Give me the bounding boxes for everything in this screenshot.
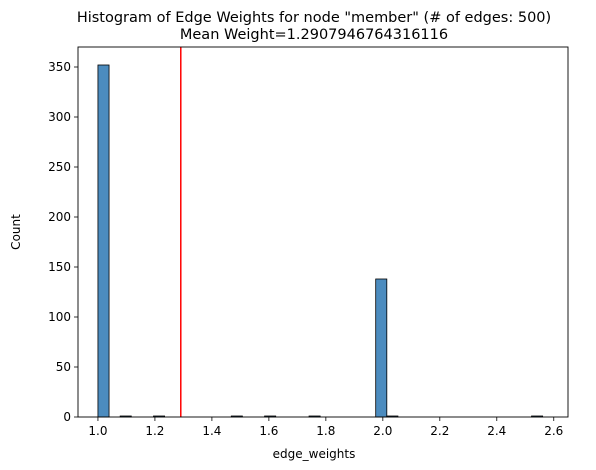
y-axis-label: Count: [9, 214, 23, 250]
x-axis-ticks: 1.0 1.2 1.4 1.6 1.8 2.0 2.2 2.4 2.6: [88, 417, 563, 438]
y-tick-label: 250: [48, 160, 71, 174]
plot-frame: [77, 46, 569, 418]
y-tick-label: 50: [56, 360, 71, 374]
y-tick-label: 350: [48, 60, 71, 74]
y-tick-label: 300: [48, 110, 71, 124]
histogram-bars: [97, 64, 544, 418]
histogram-bar: [375, 278, 388, 418]
x-tick-label: 2.0: [373, 424, 392, 438]
x-tick-label: 1.4: [202, 424, 221, 438]
x-tick-label: 1.2: [145, 424, 164, 438]
y-tick-label: 100: [48, 310, 71, 324]
x-tick-label: 1.6: [259, 424, 278, 438]
chart-subtitle: Mean Weight=1.2907946764316116: [180, 27, 448, 43]
x-tick-label: 2.6: [544, 424, 563, 438]
x-tick-label: 2.4: [487, 424, 506, 438]
x-tick-label: 1.8: [316, 424, 335, 438]
y-axis-ticks: 0 50 100 150 200 250 300 350: [48, 60, 78, 424]
histogram-bar: [97, 64, 110, 418]
chart-title: Histogram of Edge Weights for node "memb…: [77, 10, 551, 26]
y-tick-label: 200: [48, 210, 71, 224]
x-tick-label: 1.0: [88, 424, 107, 438]
x-axis-label: edge_weights: [273, 447, 356, 461]
y-tick-label: 0: [63, 410, 71, 424]
x-tick-label: 2.2: [430, 424, 449, 438]
y-tick-label: 150: [48, 260, 71, 274]
